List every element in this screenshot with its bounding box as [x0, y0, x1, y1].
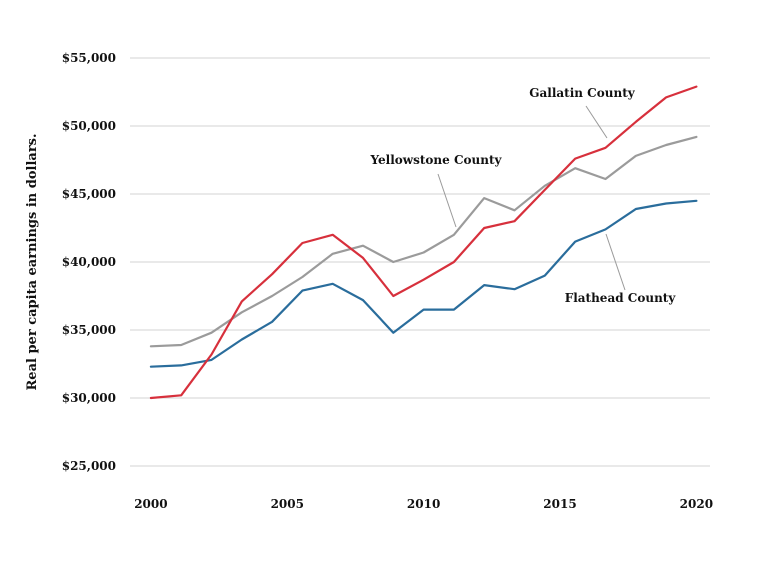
series-line-flathead-county [149, 199, 698, 368]
y-tick-label: $55,000 [62, 51, 116, 65]
annotation-label-flathead-county: Flathead County [565, 291, 677, 305]
series-line-yellowstone-county [149, 135, 698, 348]
x-axis-tick-labels: 2000 2005 2010 2015 2020 [134, 497, 713, 511]
y-tick-label: $50,000 [62, 119, 116, 133]
y-tick-label: $25,000 [62, 459, 116, 473]
x-tick-label: 2000 [134, 497, 167, 511]
y-tick-label: $45,000 [62, 187, 116, 201]
y-tick-label: $40,000 [62, 255, 116, 269]
y-tick-label: $30,000 [62, 391, 116, 405]
annotation-label-gallatin-county: Gallatin County [529, 86, 635, 100]
annotation-leader-gallatin-county [585, 105, 608, 139]
y-axis-tick-labels: $25,000 $30,000 $35,000 $40,000 $45,000 $50,0… [62, 51, 116, 473]
gridlines [130, 57, 710, 467]
x-tick-label: 2005 [271, 497, 304, 511]
series-lines [149, 85, 698, 400]
annotation-leader-flathead-county [605, 233, 626, 291]
y-tick-label: $35,000 [62, 323, 116, 337]
x-tick-label: 2015 [543, 497, 576, 511]
y-axis-title: Real per capita earnings in dollars. [25, 133, 40, 390]
series-line-gallatin-county [149, 85, 698, 400]
annotation-label-yellowstone-county: Yellowstone County [370, 153, 503, 167]
annotation-leader-yellowstone-county [437, 173, 457, 228]
x-tick-label: 2010 [407, 497, 440, 511]
x-tick-label: 2020 [680, 497, 713, 511]
series-annotations: Gallatin County Yellowstone County Flathea… [370, 86, 677, 305]
